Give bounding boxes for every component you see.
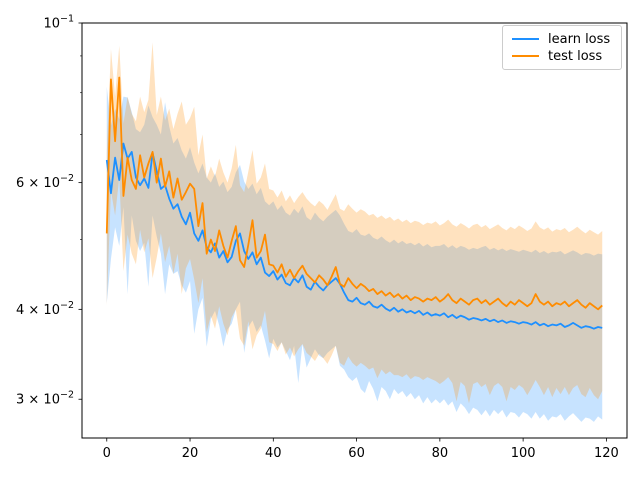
test-loss-band — [106, 42, 603, 404]
x-tick-label: 60 — [348, 446, 365, 461]
x-tick-label: 40 — [265, 446, 282, 461]
legend-label: learn loss — [548, 31, 611, 47]
x-tick-label: 0 — [103, 446, 111, 461]
y-tick-label: 10−1 — [43, 14, 74, 32]
legend: learn loss test loss — [502, 25, 622, 70]
learn-loss-legend-line — [512, 38, 539, 40]
y-tick-label: 6 × 10−2 — [16, 173, 74, 191]
x-tick-label: 120 — [594, 446, 619, 461]
y-tick-label: 4 × 10−2 — [16, 300, 74, 318]
legend-label: test loss — [548, 48, 603, 64]
learn-loss-line — [105, 142, 603, 330]
legend-entry-learn-loss: learn loss — [512, 33, 621, 46]
x-tick-label: 80 — [432, 446, 449, 461]
test-loss-legend-line — [512, 55, 539, 57]
y-tick-label: 3 × 10−2 — [16, 390, 74, 408]
learn-loss-band — [106, 86, 603, 422]
legend-entry-test-loss: test loss — [512, 50, 621, 63]
axes-spines — [81, 22, 628, 439]
x-tick-label: 100 — [511, 446, 536, 461]
x-tick-label: 20 — [182, 446, 199, 461]
test-loss-line — [105, 76, 603, 311]
